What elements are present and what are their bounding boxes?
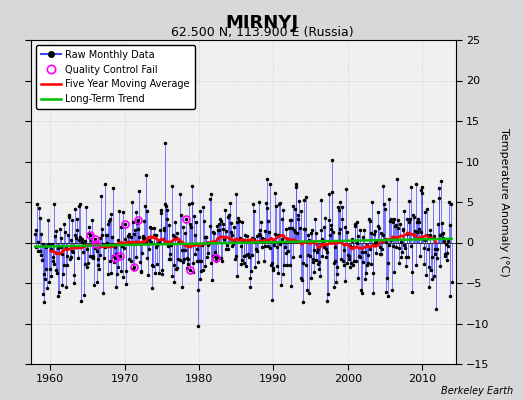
Text: 62.500 N, 113.900 E (Russia): 62.500 N, 113.900 E (Russia) bbox=[171, 26, 353, 39]
Y-axis label: Temperature Anomaly (°C): Temperature Anomaly (°C) bbox=[499, 128, 509, 276]
Text: MIRNYJ: MIRNYJ bbox=[225, 14, 299, 32]
Text: Berkeley Earth: Berkeley Earth bbox=[441, 386, 514, 396]
Legend: Raw Monthly Data, Quality Control Fail, Five Year Moving Average, Long-Term Tren: Raw Monthly Data, Quality Control Fail, … bbox=[36, 45, 195, 109]
